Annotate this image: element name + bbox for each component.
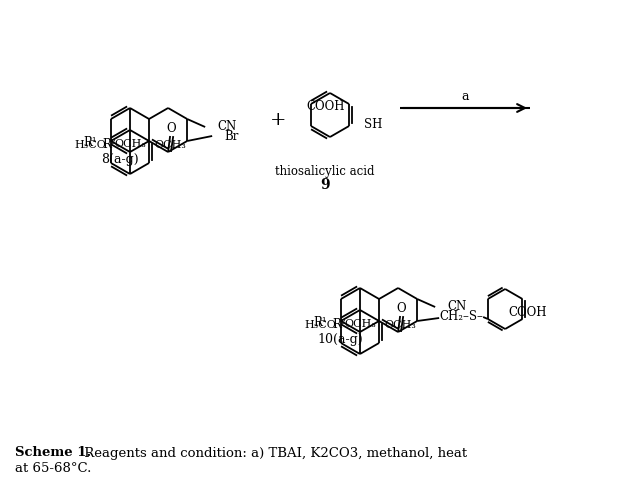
Text: CN: CN — [447, 301, 466, 313]
Text: R²: R² — [333, 317, 346, 331]
Text: OCH₃: OCH₃ — [384, 320, 416, 330]
Text: COOH: COOH — [508, 307, 547, 319]
Text: R¹: R¹ — [83, 136, 97, 150]
Text: Reagents and condition: a) TBAI, K2CO3, methanol, heat: Reagents and condition: a) TBAI, K2CO3, … — [80, 447, 467, 460]
Text: OCH₃: OCH₃ — [344, 319, 376, 329]
Text: 10(a-g): 10(a-g) — [317, 334, 363, 346]
Text: O: O — [166, 123, 176, 135]
Text: H₃CO: H₃CO — [304, 320, 336, 330]
Text: H₃CO: H₃CO — [74, 140, 106, 150]
Text: OCH₃: OCH₃ — [154, 140, 186, 150]
Text: thiosalicylic acid: thiosalicylic acid — [275, 164, 375, 178]
Text: OCH₃: OCH₃ — [114, 139, 146, 149]
Text: O: O — [396, 303, 406, 315]
Text: R¹: R¹ — [313, 316, 327, 330]
Text: a: a — [461, 90, 469, 102]
Text: 9: 9 — [320, 178, 330, 192]
Text: CN: CN — [217, 121, 236, 133]
Text: CH₂–S–: CH₂–S– — [439, 310, 483, 324]
Text: 8(a-g): 8(a-g) — [101, 154, 139, 166]
Text: Scheme 1.: Scheme 1. — [15, 447, 91, 460]
Text: COOH: COOH — [307, 100, 345, 114]
Text: Br: Br — [224, 129, 239, 143]
Text: at 65-68°C.: at 65-68°C. — [15, 461, 91, 474]
Text: +: + — [270, 111, 286, 129]
Text: R²: R² — [102, 137, 116, 151]
Text: SH: SH — [364, 118, 382, 130]
